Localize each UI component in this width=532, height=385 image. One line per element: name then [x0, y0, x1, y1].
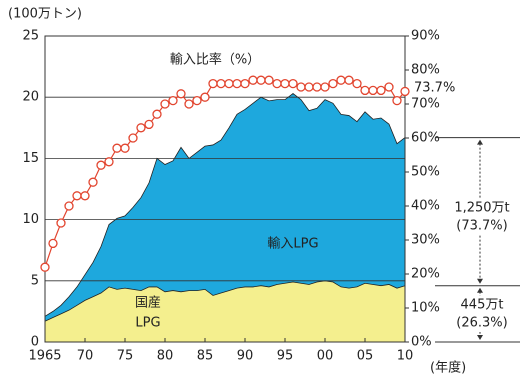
annotation: LPG [135, 316, 160, 331]
ratio-point [112, 143, 122, 153]
ratio-point [264, 75, 274, 85]
ratio-point [248, 75, 258, 85]
ratio-point [208, 78, 218, 89]
ratio-point [360, 85, 370, 96]
x-tick-label: 80 [157, 349, 174, 364]
ratio-point [48, 238, 58, 249]
label-bg [450, 314, 514, 332]
ratio-point [176, 89, 186, 99]
annotation: 輸入LPG [267, 237, 318, 252]
x-tick-label: 85 [197, 349, 214, 364]
ratio-point [144, 119, 154, 130]
ratio-point [320, 82, 330, 92]
annotation: 73.7% [414, 81, 455, 96]
ratio-point [288, 78, 298, 89]
x-tick-label: 95 [277, 349, 294, 364]
x-tick-label: 90 [237, 349, 254, 364]
y-tick-label: 25 [22, 29, 39, 44]
ratio-point [104, 157, 114, 167]
ratio-point [136, 123, 146, 133]
annotation: 輸入比率（%） [170, 52, 260, 68]
arrow-head [477, 335, 483, 340]
ratio-point [392, 95, 402, 106]
y2-tick-label: 30% [411, 233, 440, 248]
label-bg [450, 296, 514, 314]
ratio-point [200, 92, 210, 102]
ratio-point [344, 75, 354, 85]
ratio-point [64, 201, 74, 211]
ratio-point [224, 78, 234, 89]
ratio-point [304, 82, 314, 92]
ratio-point [192, 95, 202, 106]
y2-tick-label: 0% [411, 335, 432, 350]
ratio-point [368, 85, 378, 96]
x-tick-label: 70 [77, 349, 94, 364]
y2-tick-label: 40% [411, 199, 440, 214]
annotation: 1,250万t [454, 201, 509, 216]
y-tick-label: 0 [31, 335, 39, 350]
ratio-point [272, 78, 282, 89]
y-tick-label: 5 [31, 273, 39, 288]
x-tick-label: 1965 [28, 349, 61, 364]
y-tick-label: 15 [22, 151, 39, 166]
y2-tick-label: 80% [411, 63, 440, 78]
ratio-point [256, 75, 266, 85]
label-bg [450, 217, 514, 235]
ratio-point [280, 78, 290, 89]
ratio-point [120, 143, 130, 153]
y-tick-label: 10 [22, 212, 39, 227]
ratio-point [56, 218, 66, 228]
plot-frame [44, 35, 406, 343]
ratio-point [80, 191, 90, 201]
ratio-point [352, 78, 362, 89]
x-tick-label: 75 [117, 349, 134, 364]
x-tick-label: 05 [357, 349, 374, 364]
arrow-head [477, 139, 483, 145]
ratio-point [384, 82, 394, 92]
ratio-point [232, 78, 242, 89]
ratio-point [312, 82, 322, 92]
ratio-point [184, 99, 194, 109]
ratio-point [336, 75, 346, 85]
ratio-point [128, 133, 138, 143]
ratio-point [240, 78, 250, 89]
y2-tick-label: 70% [411, 97, 440, 112]
annotation: 国産 [135, 295, 161, 311]
y2-tick-label: 60% [411, 131, 440, 146]
ratio-point [168, 95, 178, 106]
x-tick-label: 00 [317, 349, 334, 364]
label-bg [450, 199, 514, 217]
ratio-point [328, 78, 338, 89]
ratio-point [88, 177, 98, 187]
area [44, 93, 406, 322]
arrow-head [477, 278, 483, 284]
x-tick-label: 10 [397, 349, 414, 364]
y2-tick-label: 50% [411, 165, 440, 180]
y2-tick-label: 20% [411, 267, 440, 282]
area [45, 280, 405, 342]
y2-tick-label: 10% [411, 301, 440, 316]
ratio-point [160, 99, 170, 109]
ratio-point [216, 78, 226, 89]
y2-tick-label: 90% [411, 29, 440, 44]
annotation: (26.3%) [456, 316, 507, 331]
ratio-point [96, 160, 106, 170]
ratio-point [400, 86, 410, 97]
x-axis-label: (年度) [430, 360, 466, 376]
y-axis-label: (100万トン) [8, 7, 82, 22]
arrow-head [477, 287, 483, 293]
ratio-point [296, 82, 306, 92]
annotation: (73.7%) [456, 219, 507, 234]
ratio-point [152, 109, 162, 119]
y-tick-label: 20 [22, 90, 39, 105]
annotation: 445万t [461, 298, 504, 313]
ratio-point [376, 85, 386, 96]
ratio-point [40, 262, 50, 272]
ratio-point [72, 191, 82, 201]
